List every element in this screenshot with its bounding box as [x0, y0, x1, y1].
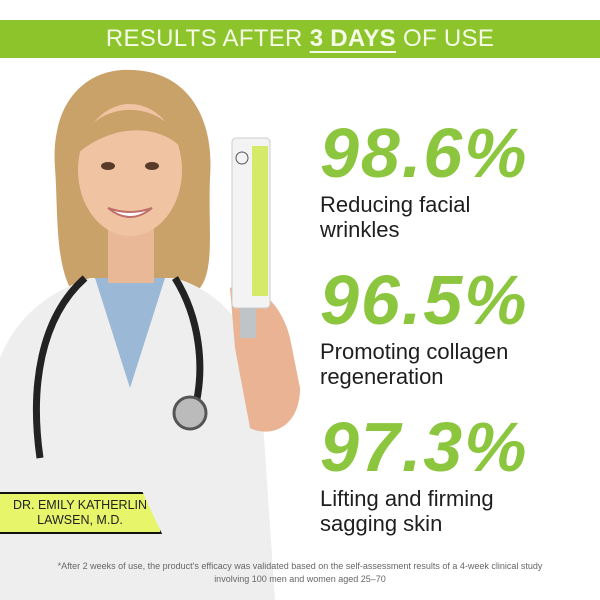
stat-description: Reducing facial wrinkles — [320, 192, 471, 242]
stat-wrinkles: 98.6% Reducing facial wrinkles — [320, 118, 528, 242]
stat-value: 98.6% — [320, 114, 529, 192]
stat-description: Promoting collagen regeneration — [320, 339, 509, 389]
stat-collagen: 96.5% Promoting collagen regeneration — [320, 265, 528, 389]
stat-description: Lifting and firming sagging skin — [320, 486, 494, 536]
stat-lifting: 97.3% Lifting and firming sagging skin — [320, 412, 528, 536]
stat-value: 97.3% — [320, 408, 529, 486]
doctor-photo — [0, 58, 320, 600]
footnote: *After 2 weeks of use, the product's eff… — [57, 561, 543, 584]
banner-prefix: RESULTS AFTER — [105, 25, 303, 52]
banner-highlight: 3 DAYS — [309, 25, 396, 52]
doctor-name-tag: DR. EMILY KATHERLIN LAWSEN, M.D. — [0, 492, 162, 534]
banner-suffix: OF USE — [402, 25, 495, 52]
stat-value: 96.5% — [320, 261, 529, 339]
headline-banner: RESULTS AFTER 3 DAYS OF USE — [0, 20, 600, 58]
